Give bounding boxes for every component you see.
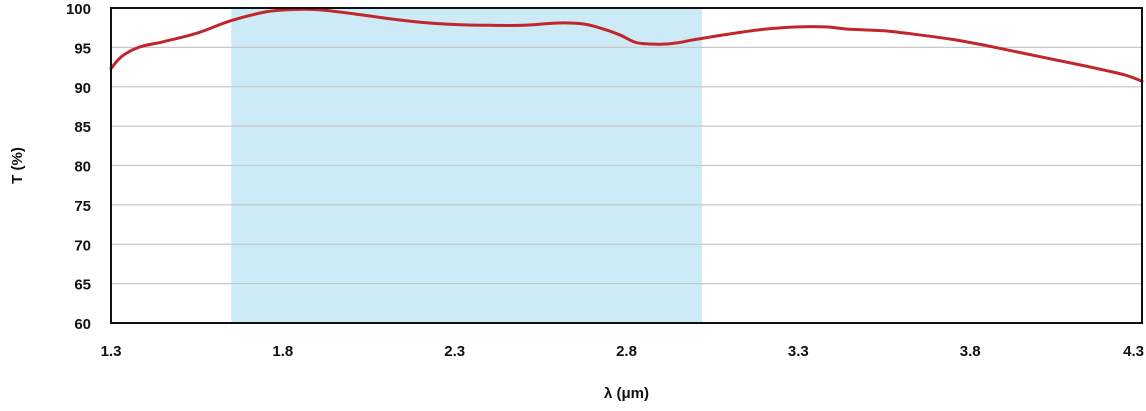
y-tick-label: 75 xyxy=(74,198,91,215)
x-tick-label: 3.8 xyxy=(960,343,981,360)
x-axis-title: λ (μm) xyxy=(604,385,649,402)
y-axis-title: T (%) xyxy=(9,147,26,184)
x-tick-label: 3.3 xyxy=(788,343,809,360)
y-tick-label: 80 xyxy=(74,159,91,176)
y-tick-label: 70 xyxy=(74,237,91,254)
y-tick-label: 85 xyxy=(74,119,91,136)
series-line xyxy=(109,7,1144,83)
y-tick-labels: 60 65 70 75 80 85 90 95 100 xyxy=(66,1,91,333)
grid-lines xyxy=(111,46,1142,285)
y-tick-label: 95 xyxy=(74,40,91,57)
x-tick-label: 1.3 xyxy=(101,343,122,360)
x-tick-label: 2.3 xyxy=(444,343,465,360)
y-tick-label: 65 xyxy=(74,277,91,294)
y-tick-label: 100 xyxy=(66,1,91,18)
x-tick-label: 4.3 xyxy=(1123,343,1144,360)
plot-frame xyxy=(110,7,1143,324)
x-tick-labels: 1.3 1.8 2.3 2.8 3.3 3.8 4.3 xyxy=(101,343,1144,360)
x-tick-label: 1.8 xyxy=(272,343,293,360)
y-tick-label: 60 xyxy=(74,316,91,333)
x-tick-label: 2.8 xyxy=(616,343,637,360)
y-tick-label: 90 xyxy=(74,80,91,97)
